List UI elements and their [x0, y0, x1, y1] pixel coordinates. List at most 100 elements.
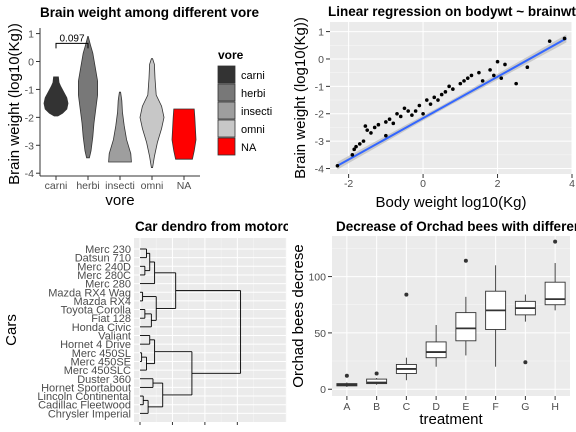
leaf-label: Merc 450SE — [70, 356, 131, 368]
boxplot-y-axis-title: Orchad bees decrese — [290, 244, 307, 387]
legend-items: carni herbi insecti omni NA — [217, 65, 272, 156]
violin-omni — [139, 58, 165, 168]
data-point — [384, 133, 388, 138]
boxplot-x-tick-label: C — [403, 401, 411, 413]
data-point — [376, 122, 381, 127]
significance-bracket: 0.097 — [55, 33, 89, 49]
legend-swatch-insecti — [217, 101, 236, 120]
data-point — [413, 109, 418, 113]
regression-x-axis-title: Body weight log10(Kg) — [376, 194, 527, 211]
regression-y-axis-title: Brain weight (log10(Kg)) — [292, 17, 309, 179]
data-point — [469, 73, 474, 78]
boxplot-x-tick-label: H — [551, 401, 559, 413]
violin-x-tick-label: herbi — [76, 180, 99, 192]
vore-legend: vore carni herbi insecti omni NA — [217, 48, 272, 156]
dendrogram-title: Car dendro from motorcars — [135, 219, 311, 234]
leaf-label: Toyota Corolla — [61, 305, 132, 317]
violin-x-tick-label: carni — [45, 180, 68, 192]
violin-y-tick-label: -2 — [25, 112, 34, 124]
regression-y-tick-label: -2 — [315, 109, 324, 121]
data-point — [372, 125, 377, 130]
violin-herbi — [78, 36, 98, 159]
data-point — [477, 70, 481, 75]
violin-NA — [171, 108, 197, 160]
data-point — [503, 62, 507, 67]
data-point — [495, 59, 500, 64]
data-point — [398, 114, 403, 119]
outlier-C — [404, 292, 409, 297]
boxplot-panel: Decrease of Orchad bees with different t… — [290, 219, 576, 428]
data-point — [480, 79, 485, 83]
boxplot-axes: 0 50 100 A B C D E F G H — [308, 272, 558, 413]
leaf-label: Hornet 4 Drive — [60, 339, 131, 351]
dendrogram-branches — [140, 248, 242, 414]
violin-y-tick-label: -1 — [25, 84, 34, 96]
data-point — [391, 121, 396, 126]
regression-gridlines — [330, 22, 573, 174]
data-point — [451, 87, 455, 91]
legend-swatch-NA — [217, 137, 236, 156]
data-point — [492, 73, 496, 78]
data-point — [363, 124, 368, 128]
violin-y-tick-label: 1 — [28, 29, 34, 41]
violin-y-axis-title: Brain weight (log10(Kg)) — [6, 23, 23, 185]
leaf-label: Hornet Sportabout — [41, 382, 131, 394]
data-point — [395, 111, 399, 116]
boxplot-x-axis-title: treatment — [419, 411, 483, 428]
data-point — [354, 144, 358, 149]
outlier-E — [463, 258, 468, 263]
outlier-A — [344, 373, 349, 378]
boxplot-y-tick-label: 100 — [308, 272, 326, 284]
data-point — [425, 98, 429, 102]
data-point — [443, 90, 448, 94]
leaf-label: Merc 280C — [77, 270, 131, 282]
boxplot-x-tick-label: B — [373, 401, 380, 413]
violin-x-tick-label: omni — [141, 180, 164, 192]
leaf-label: Cadillac Fleetwood — [38, 400, 131, 412]
regression-chart-title: Linear regression on bodywt ~ brainwt — [328, 4, 576, 19]
box-E — [455, 312, 477, 342]
boxplot-boxes — [336, 239, 566, 387]
leaf-label: Merc 230 — [85, 244, 131, 256]
data-point — [436, 98, 440, 102]
data-point — [514, 81, 518, 86]
boxplot-background — [332, 236, 570, 396]
leaf-label: Lincoln Continental — [37, 391, 131, 403]
data-point — [462, 79, 466, 83]
legend-title: vore — [218, 48, 244, 62]
dendrogram-background — [134, 238, 286, 422]
leaf-label: Mazda RX4 Wag — [48, 287, 131, 299]
violin-y-axis: -4 -3 -2 -1 0 1 — [25, 28, 41, 180]
legend-swatch-omni — [217, 119, 236, 138]
data-point — [447, 84, 451, 89]
violin-y-tick-label: 0 — [28, 57, 34, 69]
boxplot-x-tick-label: D — [432, 401, 440, 413]
data-point — [488, 68, 492, 72]
violin-y-tick-label: -4 — [25, 168, 34, 180]
data-point — [458, 81, 463, 86]
data-point — [421, 111, 425, 116]
leaf-label: Fiat 128 — [91, 313, 131, 325]
leaf-label: Merc 240D — [77, 261, 131, 273]
box-H — [544, 281, 566, 306]
dendrogram-panel: Car dendro from motorcars Merc 230Datsun… — [3, 219, 311, 425]
data-point — [525, 65, 530, 69]
regression-y-tick-label: -1 — [315, 81, 324, 93]
data-point — [387, 117, 392, 122]
bracket-label: 0.097 — [59, 33, 84, 44]
data-point — [499, 76, 504, 80]
violin-x-tick-label: NA — [177, 180, 192, 192]
regression-x-tick-label: 4 — [569, 178, 575, 190]
leaf-label: Mazda RX4 — [74, 296, 131, 308]
bracket-line — [55, 42, 89, 49]
regression-axes: -2 0 2 4 -4 -3 -2 -1 0 1 — [315, 27, 575, 190]
leaf-label: Duster 360 — [77, 374, 131, 386]
boxplot-title: Decrease of Orchad bees with different t… — [336, 219, 576, 234]
legend-swatch-carni — [217, 65, 236, 84]
regression-y-tick-label: 0 — [318, 54, 324, 66]
violin-y-tick-label: -3 — [25, 140, 34, 152]
legend-label-omni: omni — [241, 124, 265, 136]
box-B — [366, 378, 388, 385]
dendrogram-gridlines — [134, 238, 287, 422]
